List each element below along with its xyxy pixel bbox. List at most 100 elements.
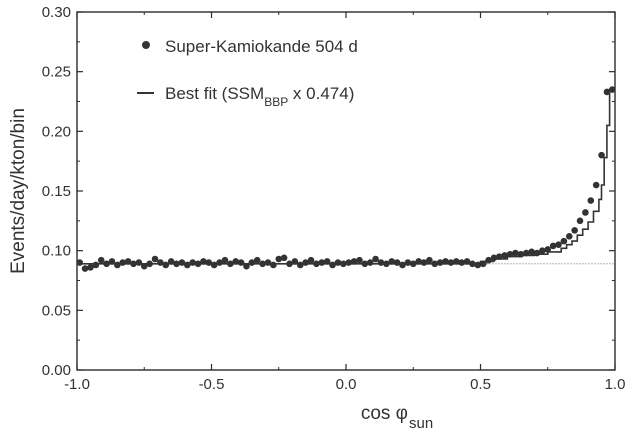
legend-fit-suffix: x 0.474): [288, 84, 354, 103]
data-point: [463, 258, 471, 265]
data-point: [270, 261, 277, 269]
data-point: [609, 86, 616, 93]
data-point: [221, 256, 229, 264]
data-point: [151, 255, 159, 263]
data-point: [479, 260, 487, 268]
data-point: [216, 259, 223, 266]
data-point: [237, 259, 245, 266]
data-point: [560, 237, 568, 245]
data-point: [582, 209, 589, 216]
data-point: [340, 260, 347, 268]
data-point: [345, 259, 352, 266]
data-point: [366, 259, 374, 266]
data-point: [592, 181, 600, 189]
x-axis-title: cos φ: [361, 403, 408, 424]
data-point: [97, 256, 105, 264]
data-point: [420, 259, 428, 266]
data-point: [210, 261, 218, 269]
y-tick-label: 0.05: [42, 302, 71, 319]
y-tick-label: 0.10: [42, 243, 71, 260]
data-point: [393, 259, 401, 266]
data-point: [243, 262, 250, 270]
data-point: [555, 241, 562, 248]
legend-fit-subscript: BBP: [264, 95, 288, 109]
data-point: [350, 258, 358, 265]
data-point: [501, 252, 509, 259]
data-point: [173, 260, 180, 268]
data-point: [189, 259, 196, 266]
data-point: [409, 260, 417, 268]
data-point: [506, 250, 514, 258]
data-point: [383, 260, 390, 268]
data-point: [485, 256, 492, 264]
y-tick-label: 0.00: [42, 362, 71, 379]
data-point: [399, 261, 406, 269]
data-point: [490, 254, 498, 262]
data-point: [183, 261, 191, 269]
data-point: [474, 261, 482, 269]
data-point: [452, 258, 460, 265]
data-point: [227, 260, 234, 268]
legend-label-fit: Best fit (SSMBBP x 0.474): [165, 84, 354, 109]
data-point: [458, 259, 465, 266]
legend-label-data: Super-Kamiokande 504 d: [165, 37, 358, 56]
data-point: [108, 258, 116, 265]
data-point: [356, 256, 363, 264]
legend-marker-data: [142, 41, 150, 49]
data-point: [533, 249, 541, 257]
data-point: [329, 261, 336, 269]
data-point: [167, 258, 175, 265]
data-point: [302, 259, 309, 266]
data-point: [323, 258, 331, 265]
legend: Super-Kamiokande 504 d Best fit (SSMBBP …: [137, 37, 358, 109]
data-point: [528, 248, 535, 256]
data-point: [280, 254, 288, 262]
data-point: [442, 258, 449, 265]
data-point: [259, 260, 266, 268]
y-tick-label: 0.20: [42, 123, 71, 140]
data-point: [87, 264, 94, 271]
data-point: [275, 255, 283, 263]
data-point: [124, 258, 132, 265]
data-point: [404, 259, 412, 266]
data-point: [307, 256, 315, 264]
data-point: [361, 260, 369, 268]
data-point: [436, 259, 444, 266]
legend-fit-prefix: Best fit (SSM: [165, 84, 264, 103]
data-point: [426, 256, 433, 264]
plot-frame: [76, 11, 616, 371]
x-axis: -1.0 -0.5 0.0 0.5 1.0: [64, 12, 625, 393]
y-axis: 0.00 0.05 0.10 0.15 0.20 0.25 0.30: [42, 4, 615, 379]
data-point: [539, 247, 546, 254]
data-point: [431, 260, 439, 268]
data-point: [200, 258, 207, 265]
data-point: [103, 260, 110, 268]
data-point: [130, 260, 137, 268]
data-point: [598, 151, 605, 159]
data-point: [119, 259, 127, 266]
data-point: [140, 262, 148, 270]
y-tick-label: 0.15: [42, 183, 71, 200]
data-point: [286, 260, 293, 268]
data-point: [81, 265, 89, 272]
data-point: [603, 88, 611, 96]
best-fit-line: [77, 88, 615, 265]
data-point: [291, 258, 299, 265]
data-point: [522, 249, 530, 257]
data-point: [415, 258, 422, 265]
x-axis-title-subscript: sun: [409, 415, 433, 432]
data-points-layer: [76, 86, 616, 272]
data-point: [549, 242, 557, 250]
data-point: [372, 255, 379, 263]
data-point: [313, 260, 320, 268]
x-tick-label: 0.5: [470, 376, 491, 393]
x-tick-label: -1.0: [64, 376, 90, 393]
y-tick-label: 0.30: [42, 4, 71, 21]
data-point: [469, 260, 476, 268]
y-tick-label: 0.25: [42, 64, 71, 81]
data-point: [194, 260, 202, 268]
data-point: [334, 259, 342, 266]
y-axis-title: Events/day/kton/bin: [8, 108, 29, 274]
data-point: [264, 259, 272, 266]
